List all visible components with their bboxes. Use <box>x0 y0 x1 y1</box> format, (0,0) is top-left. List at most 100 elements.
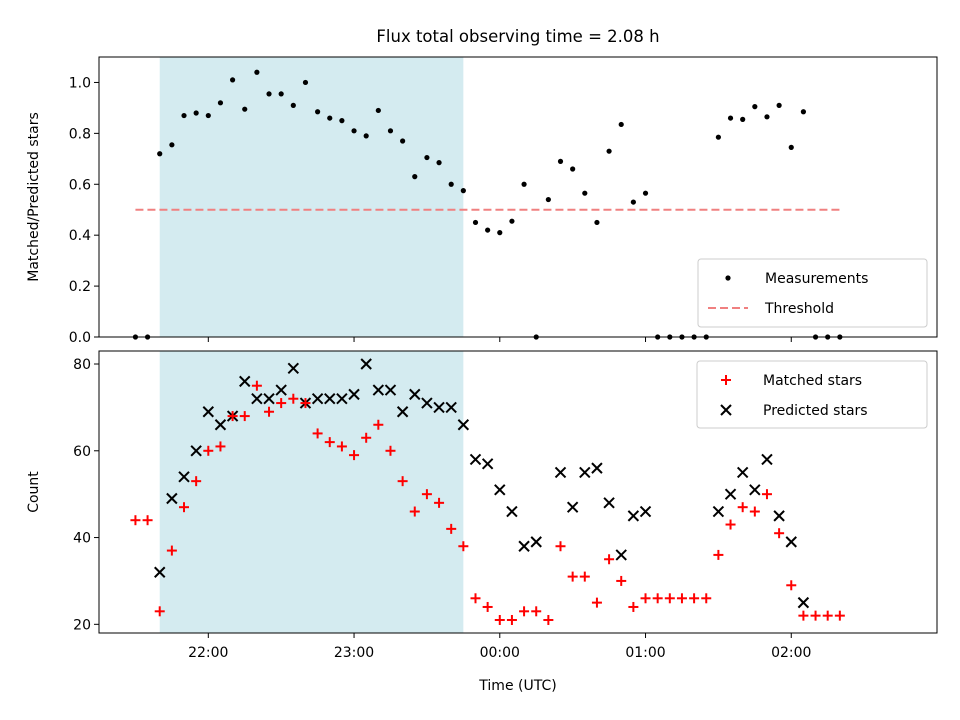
measurement-point <box>327 115 333 121</box>
predicted-stars-point <box>154 566 166 578</box>
measurement-point <box>400 138 406 144</box>
matched-stars-point <box>737 502 748 513</box>
predicted-stars-point <box>554 466 567 479</box>
matched-stars-points <box>130 380 845 625</box>
legend-predicted-label: Predicted stars <box>763 403 868 419</box>
matched-stars-point <box>203 445 214 456</box>
predicted-stars-point <box>566 501 579 513</box>
predicted-stars-point <box>579 466 591 479</box>
matched-stars-point <box>786 580 797 591</box>
measurement-point <box>254 69 260 75</box>
matched-stars-point <box>689 593 700 604</box>
matched-stars-point <box>713 549 724 560</box>
measurement-point <box>278 91 284 97</box>
matched-stars-point <box>336 441 347 452</box>
y-tick-label: 0.8 <box>69 126 91 142</box>
measurement-point <box>375 107 381 114</box>
measurement-point <box>157 151 163 157</box>
matched-stars-point <box>834 610 845 621</box>
matched-stars-point <box>288 393 299 404</box>
measurement-point <box>315 109 321 115</box>
predicted-stars-point <box>639 505 652 518</box>
predicted-stars-point <box>348 388 360 401</box>
y-tick-label: 0.4 <box>69 228 91 244</box>
measurement-point <box>169 142 175 148</box>
matched-stars-point <box>701 593 712 604</box>
measurement-point <box>727 115 734 121</box>
measurement-point <box>217 100 224 106</box>
measurement-point <box>339 118 345 124</box>
measurement-point <box>229 77 236 83</box>
predicted-stars-point <box>736 466 749 479</box>
measurement-point <box>800 109 807 115</box>
matched-stars-point <box>725 519 736 530</box>
matched-stars-point <box>506 614 517 625</box>
matched-stars-point <box>166 545 177 556</box>
measurement-point <box>485 227 491 233</box>
matched-stars-point <box>555 541 566 552</box>
x-tick-label: 23:00 <box>334 645 374 661</box>
matched-stars-point <box>446 523 457 534</box>
matched-stars-point <box>676 593 687 604</box>
predicted-stars-point <box>615 549 627 561</box>
matched-stars-point <box>640 593 651 604</box>
predicted-stars-point <box>469 453 482 466</box>
matched-stars-point <box>215 441 226 452</box>
x-tick-label: 02:00 <box>771 645 811 661</box>
observing-window-shade <box>159 57 464 337</box>
predicted-stars-point <box>494 484 506 496</box>
matched-stars-point <box>494 614 505 625</box>
count-panel: 20 40 60 80 22:00 23:00 00:00 01:00 02:00 Count… <box>26 350 938 694</box>
matched-stars-point <box>434 497 445 508</box>
y-tick-label: 0.2 <box>69 279 91 295</box>
measurement-point <box>509 218 515 224</box>
matched-stars-point <box>579 571 590 582</box>
matched-stars-point <box>482 601 493 612</box>
matched-stars-point <box>798 610 809 621</box>
predicted-stars-point <box>506 505 518 518</box>
predicted-stars-point <box>518 540 530 552</box>
measurement-point <box>266 91 272 97</box>
predicted-stars-point <box>202 406 215 418</box>
measurement-point <box>642 190 649 196</box>
predicted-stars-point <box>239 375 251 388</box>
ratio-x-ticks <box>207 337 792 342</box>
matched-stars-point <box>774 528 785 539</box>
predicted-stars-point <box>251 393 263 405</box>
predicted-stars-point <box>530 536 542 548</box>
observing-window-shade <box>159 351 464 633</box>
measurement-point <box>363 133 369 139</box>
count-y-axis: 20 40 60 80 <box>73 357 99 633</box>
predicted-stars-point <box>785 536 797 548</box>
time-x-axis: 22:00 23:00 00:00 01:00 02:00 <box>188 633 811 661</box>
predicted-stars-point <box>324 393 336 405</box>
measurement-point <box>242 106 248 112</box>
legend-threshold-label: Threshold <box>764 301 834 317</box>
matched-stars-point <box>749 506 760 517</box>
measurement-point <box>618 121 624 128</box>
measurement-point <box>424 154 430 161</box>
legend-measurement-marker <box>725 275 731 281</box>
chart-title: Flux total observing time = 2.08 h <box>376 27 659 46</box>
predicted-stars-point <box>336 393 348 405</box>
predicted-stars-point <box>761 453 773 466</box>
x-tick-label: 22:00 <box>188 645 228 661</box>
matched-stars-point <box>324 437 335 448</box>
predicted-stars-point <box>603 497 615 509</box>
predicted-stars-point <box>481 458 494 470</box>
matched-stars-point <box>227 411 238 422</box>
measurement-point <box>351 128 357 134</box>
legend-measurements-label: Measurements <box>765 271 868 287</box>
y-tick-label: 1.0 <box>69 75 91 91</box>
matched-stars-point <box>130 515 141 526</box>
matched-stars-point <box>373 419 384 430</box>
matched-stars-point <box>349 450 360 461</box>
measurement-point <box>764 114 770 120</box>
y-tick-label: 20 <box>73 617 91 633</box>
predicted-stars-point <box>724 488 737 500</box>
predicted-stars-point <box>263 393 275 405</box>
matched-stars-point <box>397 476 408 487</box>
x-axis-label: Time (UTC) <box>478 678 556 694</box>
matched-stars-point <box>604 554 615 565</box>
matched-stars-point <box>276 398 287 409</box>
